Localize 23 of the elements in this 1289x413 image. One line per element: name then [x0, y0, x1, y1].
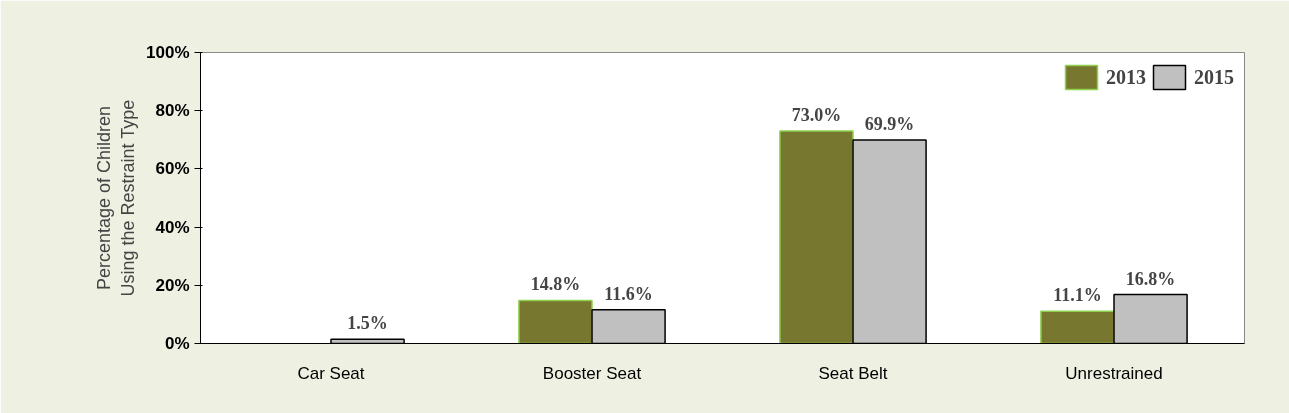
y-tick-label: 0% [164, 334, 190, 353]
data-label: 73.0% [791, 105, 842, 126]
y-tick-label: 40% [155, 217, 190, 237]
x-tick-label: Booster Seat [542, 363, 642, 383]
data-label: 1.5% [347, 313, 388, 334]
bar [518, 299, 593, 344]
y-tick-label: 60% [155, 159, 190, 179]
data-label: 11.6% [604, 283, 653, 304]
x-tick-label: Unrestrained [1065, 363, 1163, 383]
y-tick-label: 80% [155, 101, 190, 121]
bar [1040, 310, 1115, 344]
data-label: 11.1% [1053, 285, 1102, 306]
x-tick-label: Seat Belt [818, 363, 888, 383]
y-tick-label: 20% [155, 275, 190, 295]
legend-label: 2015 [1194, 65, 1234, 89]
bar [779, 130, 854, 344]
data-label: 14.8% [530, 274, 581, 295]
data-label: 16.8% [1125, 268, 1176, 289]
legend-label: 2013 [1106, 65, 1146, 89]
data-label: 69.9% [864, 114, 915, 135]
y-axis-title: Percentage of Children Using the Restraint Type [94, 99, 139, 297]
x-tick-label: Car Seat [297, 363, 365, 383]
y-tick-label: 100% [146, 43, 190, 62]
